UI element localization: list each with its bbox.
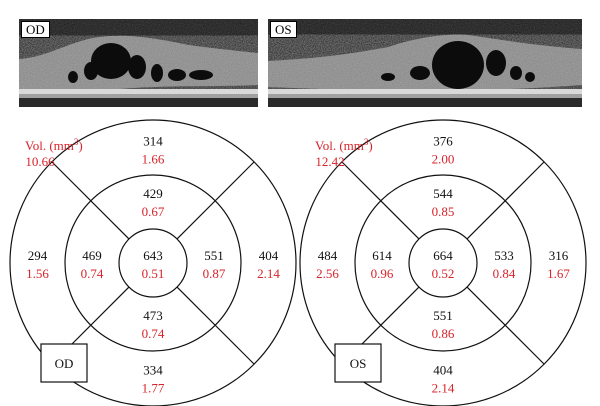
inner-nasal-volume-os: 0.84 bbox=[493, 266, 516, 281]
eye-label-os: OS bbox=[350, 356, 367, 371]
inner-ring-od bbox=[64, 174, 242, 352]
scan-eye-label-os: OS bbox=[270, 21, 297, 38]
center-thickness-os: 664 bbox=[433, 248, 453, 263]
outer-temporal-thickness-od: 294 bbox=[28, 248, 48, 263]
inner-ring-os bbox=[354, 174, 532, 352]
inner-nasal-thickness-od: 551 bbox=[204, 248, 224, 263]
vol-label-close: ) bbox=[78, 138, 82, 153]
outer-inferior-thickness-os: 404 bbox=[433, 363, 453, 378]
center-volume-os: 0.52 bbox=[432, 266, 455, 281]
center-thickness-od: 643 bbox=[143, 248, 163, 263]
outer-inferior-thickness-od: 334 bbox=[143, 363, 163, 378]
inner-inferior-volume-od: 0.74 bbox=[142, 326, 165, 341]
vol-label-os: Vol. (mm3) bbox=[315, 137, 373, 153]
eye-box-os bbox=[334, 343, 382, 383]
sector-divider-os bbox=[341, 161, 420, 240]
inner-temporal-thickness-od: 469 bbox=[82, 248, 102, 263]
total-volume-os: 12.42 bbox=[315, 154, 344, 169]
inner-superior-thickness-od: 429 bbox=[143, 186, 163, 201]
vol-unit-exponent: 3 bbox=[74, 137, 79, 147]
central-ring-os bbox=[408, 228, 478, 298]
sector-divider-os bbox=[466, 161, 545, 240]
inner-inferior-thickness-os: 551 bbox=[433, 308, 453, 323]
outer-ring-os bbox=[299, 119, 587, 406]
inner-nasal-volume-od: 0.87 bbox=[203, 266, 226, 281]
oct-scan-image-od bbox=[19, 19, 258, 107]
outer-nasal-volume-od: 2.14 bbox=[257, 266, 280, 281]
sector-divider-os bbox=[466, 286, 545, 365]
vol-unit-exponent: 3 bbox=[364, 137, 369, 147]
scan-eye-label-od: OD bbox=[21, 21, 50, 38]
outer-temporal-volume-od: 1.56 bbox=[26, 266, 49, 281]
inner-temporal-volume-od: 0.74 bbox=[81, 266, 104, 281]
outer-superior-thickness-os: 376 bbox=[433, 134, 453, 149]
sector-divider-od bbox=[176, 286, 255, 365]
inner-temporal-volume-os: 0.96 bbox=[371, 266, 394, 281]
outer-ring-od bbox=[9, 119, 297, 406]
inner-inferior-thickness-od: 473 bbox=[143, 308, 163, 323]
outer-nasal-volume-os: 1.67 bbox=[547, 266, 570, 281]
oct-scan-os: OS bbox=[268, 19, 582, 107]
outer-superior-volume-os: 2.00 bbox=[432, 152, 455, 167]
outer-nasal-thickness-os: 316 bbox=[549, 248, 569, 263]
eye-label-od: OD bbox=[55, 356, 74, 371]
vol-label-close: ) bbox=[368, 138, 372, 153]
central-ring-od bbox=[118, 228, 188, 298]
oct-scan-image-os bbox=[268, 19, 582, 107]
outer-temporal-thickness-os: 484 bbox=[318, 248, 338, 263]
sector-divider-od bbox=[176, 161, 255, 240]
eye-box-od bbox=[40, 343, 88, 383]
inner-temporal-thickness-os: 614 bbox=[372, 248, 392, 263]
outer-superior-thickness-od: 314 bbox=[143, 134, 163, 149]
inner-superior-thickness-os: 544 bbox=[433, 186, 453, 201]
outer-inferior-volume-od: 1.77 bbox=[142, 381, 165, 396]
center-volume-od: 0.51 bbox=[142, 266, 165, 281]
oct-scan-od: OD bbox=[19, 19, 258, 107]
vol-label-text: Vol. (mm bbox=[315, 138, 364, 153]
inner-superior-volume-os: 0.85 bbox=[432, 204, 455, 219]
inner-inferior-volume-os: 0.86 bbox=[432, 326, 455, 341]
vol-label-text: Vol. (mm bbox=[25, 138, 74, 153]
inner-superior-volume-od: 0.67 bbox=[142, 204, 165, 219]
vol-label-od: Vol. (mm3) bbox=[25, 137, 83, 153]
outer-superior-volume-od: 1.66 bbox=[142, 152, 165, 167]
total-volume-od: 10.66 bbox=[25, 154, 55, 169]
inner-nasal-thickness-os: 533 bbox=[494, 248, 514, 263]
outer-inferior-volume-os: 2.14 bbox=[432, 381, 455, 396]
outer-temporal-volume-os: 2.56 bbox=[316, 266, 339, 281]
outer-nasal-thickness-od: 404 bbox=[259, 248, 279, 263]
sector-divider-od bbox=[51, 161, 130, 240]
